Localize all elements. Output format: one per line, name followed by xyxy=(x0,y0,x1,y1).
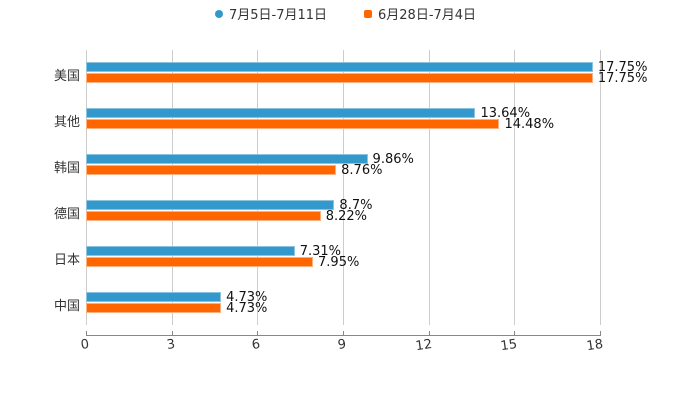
legend-item-series-2[interactable]: 6月28日-7月4日 xyxy=(364,4,476,23)
x-tick-label: 18 xyxy=(585,337,605,355)
x-tick xyxy=(429,331,430,336)
x-tick-label: 12 xyxy=(414,337,434,355)
category-label: 其他 xyxy=(53,115,80,130)
x-tick-label: 0 xyxy=(79,337,91,354)
bar-series-1[interactable] xyxy=(86,200,335,210)
bar-series-1[interactable] xyxy=(86,246,295,256)
x-tick-label: 9 xyxy=(336,337,348,354)
x-tick xyxy=(257,331,258,336)
legend-label: 7月5日-7月11日 xyxy=(229,8,328,23)
square-marker-icon xyxy=(364,9,372,18)
value-label: 4.73% xyxy=(226,301,268,316)
bar-series-1[interactable] xyxy=(86,62,593,72)
bar-series-2[interactable] xyxy=(86,165,337,175)
gridline xyxy=(343,50,344,325)
value-label: 13.64% xyxy=(480,106,531,121)
value-label: 8.76% xyxy=(341,163,383,178)
x-tick xyxy=(600,331,601,336)
x-tick xyxy=(172,331,173,336)
circle-marker-icon xyxy=(215,9,223,18)
bar-series-2[interactable] xyxy=(86,303,222,313)
category-label: 美国 xyxy=(53,69,80,84)
value-label: 17.75% xyxy=(597,60,648,75)
value-label: 7.31% xyxy=(299,244,342,259)
category-label: 中国 xyxy=(53,299,80,314)
bar-series-1[interactable] xyxy=(86,292,222,302)
value-label: 8.7% xyxy=(339,198,373,213)
x-tick xyxy=(86,331,87,336)
category-label: 日本 xyxy=(53,253,80,268)
y-axis-line xyxy=(86,50,87,325)
value-label: 8.22% xyxy=(325,209,368,224)
bar-series-1[interactable] xyxy=(86,108,476,118)
bar-series-2[interactable] xyxy=(86,73,593,83)
legend-item-series-1[interactable]: 7月5日-7月11日 xyxy=(215,4,327,23)
value-label: 14.48% xyxy=(504,117,555,132)
x-tick xyxy=(343,331,344,336)
value-label: 7.95% xyxy=(318,255,360,270)
category-label: 韩国 xyxy=(53,161,80,176)
value-label: 9.86% xyxy=(372,152,414,167)
legend: 7月5日-7月11日 6月28日-7月4日 xyxy=(0,4,700,24)
gridline xyxy=(429,50,430,325)
bar-series-2[interactable] xyxy=(86,211,321,221)
category-label: 德国 xyxy=(53,207,80,222)
gridline xyxy=(600,50,601,325)
x-tick-label: 6 xyxy=(250,337,262,354)
value-label: 4.73% xyxy=(226,290,268,305)
x-tick xyxy=(514,331,515,336)
x-tick-label: 15 xyxy=(499,337,519,355)
gridline xyxy=(172,50,173,325)
gridline xyxy=(514,50,515,325)
value-label: 17.75% xyxy=(597,71,648,86)
bar-series-1[interactable] xyxy=(86,154,368,164)
legend-label: 6月28日-7月4日 xyxy=(378,8,477,23)
bar-series-2[interactable] xyxy=(86,257,314,267)
gridline xyxy=(257,50,258,325)
x-tick-label: 3 xyxy=(165,337,177,354)
x-axis-line xyxy=(86,335,601,336)
bar-series-2[interactable] xyxy=(86,119,500,129)
